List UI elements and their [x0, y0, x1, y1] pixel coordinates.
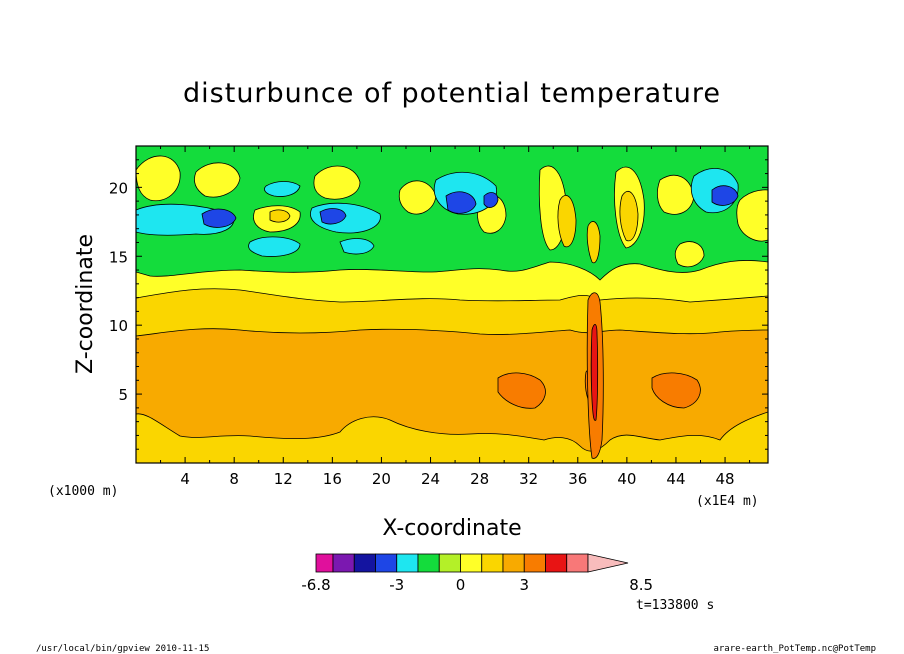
colorbar-cell: [375, 553, 398, 573]
eddy-o4: [586, 221, 601, 264]
eddy-y8: [656, 174, 695, 215]
eddy-y3: [313, 165, 361, 200]
plot-frame: [135, 145, 769, 464]
x-tick-label: 8: [229, 470, 239, 488]
eddy-y11: [674, 241, 705, 268]
colorbar-cell: [396, 553, 419, 573]
y-tick-label: 10: [109, 317, 128, 335]
x-tick-label: 20: [372, 470, 391, 488]
eddy-b1: [201, 208, 237, 228]
colorbar-tick-label: 8.5: [629, 576, 653, 594]
footer-left: /usr/local/bin/gpview 2010-11-15: [36, 644, 209, 654]
x-tick-label: 40: [617, 470, 636, 488]
colorbar-tick-label: -3: [389, 576, 404, 594]
colorbar-cell: [417, 553, 440, 573]
eddy-y1: [136, 155, 181, 202]
eddy-b4: [711, 185, 739, 206]
colorbar: -6.8 -3 0 3 8.5: [301, 553, 653, 594]
colorbar-cell: [438, 553, 461, 573]
eddy-o2: [619, 191, 639, 242]
blob-orange-1: [497, 372, 546, 409]
x-tick-label: 36: [568, 470, 587, 488]
chart-title: disturbunce of potential temperature: [183, 78, 721, 109]
y-axis: 5 10 15 20: [109, 159, 768, 450]
x-tick-label: 48: [716, 470, 735, 488]
y-tick-label: 5: [118, 386, 128, 404]
y-axis-title: Z-coordinate: [73, 234, 98, 374]
colorbar-cell: [332, 553, 355, 573]
colorbar-cell: [481, 553, 504, 573]
eddy-b2: [319, 208, 347, 225]
x-tick-label: 4: [180, 470, 190, 488]
eddy-b3: [445, 191, 477, 214]
x-tick-label: 28: [470, 470, 489, 488]
colorbar-tick-label: 0: [456, 576, 466, 594]
eddy-o3: [269, 209, 291, 223]
x-scale-label: (x1E4 m): [696, 494, 759, 509]
eddy-c7: [339, 238, 375, 255]
colorbar-arrow: [587, 553, 629, 573]
contour-field: [136, 146, 768, 463]
eddy-b5: [483, 192, 499, 208]
y-tick-label: 15: [109, 248, 128, 266]
x-unit-label: (x1000 m): [48, 484, 118, 499]
colorbar-cell: [523, 553, 546, 573]
x-axis-title: X-coordinate: [382, 516, 521, 541]
colorbar-tick-label: 3: [519, 576, 529, 594]
jet-core: [590, 324, 599, 421]
colorbar-tick-label: -6.8: [301, 576, 330, 594]
x-tick-label: 24: [421, 470, 440, 488]
colorbar-cell: [545, 553, 568, 573]
colorbar-cell: [566, 553, 589, 573]
eddy-y2: [194, 162, 241, 198]
x-tick-label: 16: [323, 470, 342, 488]
x-axis: 4 8 12 16 20 24 28 32 36 40 44 48: [160, 146, 751, 488]
eddy-c4: [248, 236, 301, 257]
colorbar-cell: [502, 553, 525, 573]
band-2-3: [136, 328, 768, 452]
colorbar-cell: [353, 553, 376, 573]
x-tick-label: 32: [519, 470, 538, 488]
colorbar-cell: [315, 553, 334, 573]
eddy-o1: [557, 195, 577, 248]
x-tick-label: 44: [666, 470, 685, 488]
blob-orange-2: [651, 372, 701, 409]
colorbar-cell: [460, 553, 483, 573]
x-tick-label: 12: [274, 470, 293, 488]
y-tick-label: 20: [109, 179, 128, 197]
eddy-c3: [264, 181, 301, 197]
eddy-y9: [736, 189, 768, 242]
footer-right: arare-earth_PotTemp.nc@PotTemp: [713, 644, 876, 654]
time-annotation: t=133800 s: [636, 598, 714, 613]
eddy-y5: [398, 180, 437, 215]
